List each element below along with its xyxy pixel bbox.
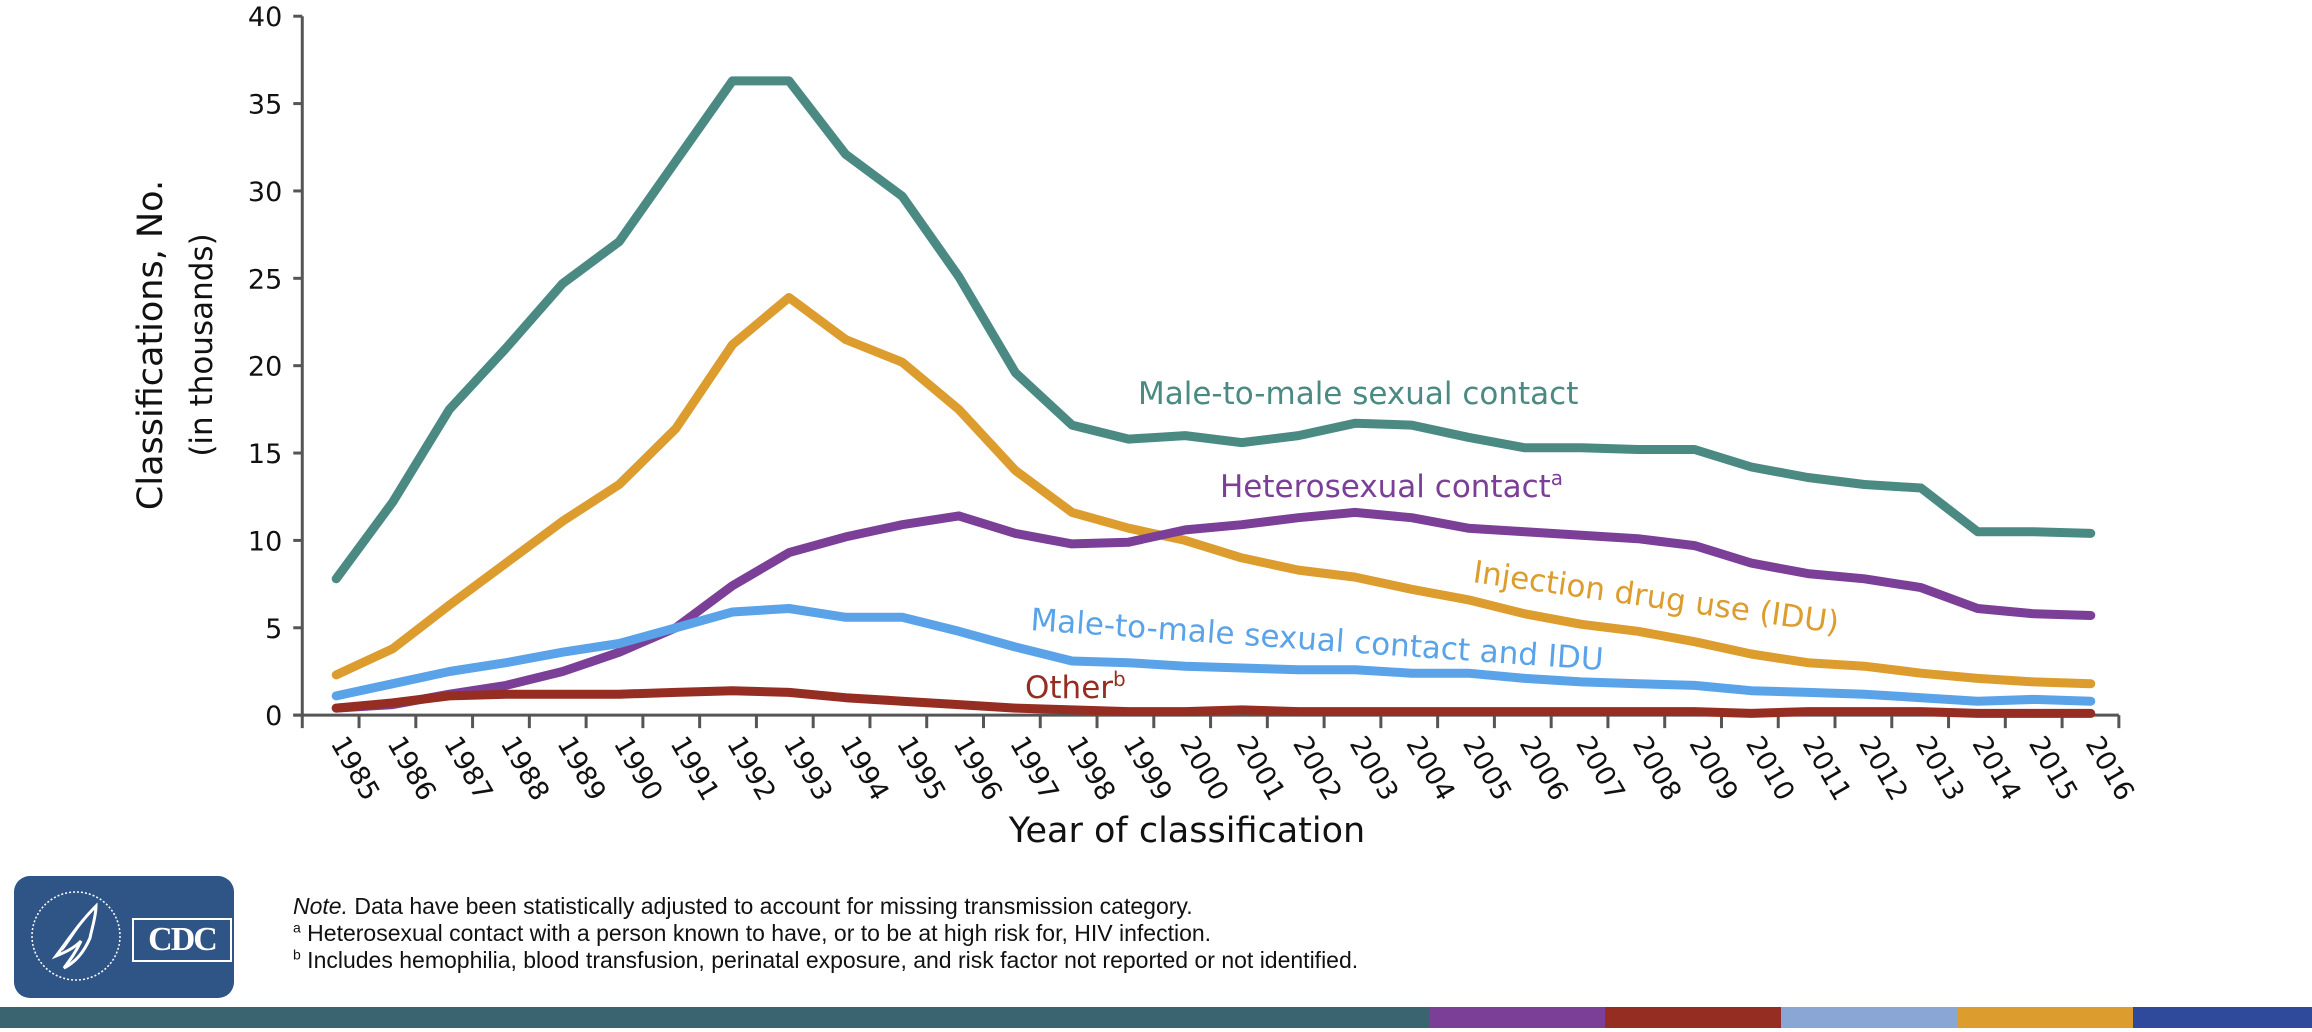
hhs-eagle-icon — [31, 891, 121, 981]
x-tick-label: 1990 — [607, 731, 668, 806]
x-tick-label: 2009 — [1683, 731, 1744, 806]
y-tick-label: 40 — [248, 2, 282, 33]
x-tick-label: 2005 — [1456, 731, 1517, 806]
footnote-b-text: Includes hemophilia, blood transfusion, … — [300, 947, 1359, 973]
x-tick-label: 1986 — [381, 731, 442, 806]
footer-bar-segment — [1781, 1007, 1957, 1028]
x-tick-label: 1996 — [947, 731, 1008, 806]
x-tick-label: 1999 — [1117, 731, 1178, 806]
x-tick-label: 2004 — [1400, 731, 1461, 806]
x-tick-label: 2000 — [1173, 731, 1234, 806]
x-tick-label: 2003 — [1343, 731, 1404, 806]
x-tick-label: 2014 — [1966, 731, 2027, 806]
x-tick-label: 2015 — [2022, 731, 2083, 806]
x-tick-label: 2007 — [1569, 731, 1630, 806]
chart-notes: Note. Data have been statistically adjus… — [293, 893, 1358, 974]
x-tick-label: 2008 — [1626, 731, 1687, 806]
series-label-text: Male-to-male sexual contact — [1138, 376, 1578, 412]
footnote-b: b Includes hemophilia, blood transfusion… — [293, 947, 1358, 974]
x-tick-label: 1991 — [664, 731, 725, 806]
note-line: Note. Data have been statistically adjus… — [293, 893, 1358, 920]
x-tick-label: 2001 — [1230, 731, 1291, 806]
series-label-superscript: a — [1551, 466, 1563, 490]
x-tick-label: 2002 — [1286, 731, 1347, 806]
series-line-0 — [331, 76, 2096, 584]
y-axis-title-line1: Classifications, No. — [131, 180, 171, 510]
series-label-superscript: b — [1113, 667, 1126, 691]
y-axis-title-line2: (in thousands) — [184, 233, 220, 456]
note-label: Note. — [293, 893, 348, 919]
series-lines — [331, 76, 2096, 718]
x-tick-label: 2012 — [1852, 731, 1913, 806]
series-label-2: Heterosexual contacta — [1220, 466, 1563, 505]
y-tick-label: 15 — [248, 439, 282, 470]
series-line-4 — [331, 686, 2096, 718]
cdc-hhs-logo: CDC — [14, 876, 234, 998]
note-text: Data have been statistically adjusted to… — [347, 893, 1193, 919]
x-axis-title: Year of classification — [1008, 811, 1365, 851]
x-tick-label: 1994 — [834, 731, 895, 806]
series-label-4: Otherb — [1025, 667, 1126, 706]
footer-bar-segment — [1957, 1007, 2133, 1028]
series-line-3 — [331, 604, 2096, 706]
footer-bar-segment — [2133, 1007, 2312, 1028]
y-tick-label: 5 — [265, 614, 282, 645]
y-tick-label: 20 — [248, 352, 282, 383]
x-tick-label: 1992 — [720, 731, 781, 806]
x-tick-label: 1998 — [1060, 731, 1121, 806]
x-tick-label: 2013 — [1909, 731, 1970, 806]
x-tick-label: 1993 — [777, 731, 838, 806]
y-tick-label: 10 — [248, 526, 282, 557]
series-line-1 — [331, 293, 2096, 689]
series-line-2 — [331, 507, 2096, 713]
x-tick-label: 1997 — [1003, 731, 1064, 806]
x-tick-label: 2006 — [1513, 731, 1574, 806]
footer-color-bar — [0, 1007, 2312, 1028]
series-label-text: Other — [1025, 670, 1113, 706]
x-axis: 1985198619871988198919901991199219931994… — [293, 713, 2140, 806]
cdc-wordmark: CDC — [132, 918, 232, 962]
x-tick-label: 1995 — [890, 731, 951, 806]
x-tick-label: 1985 — [324, 731, 385, 806]
series-label-text: Heterosexual contact — [1220, 469, 1551, 505]
footer-bar-segment — [0, 1007, 1429, 1028]
footnote-b-mark: b — [293, 946, 301, 963]
x-tick-label: 1987 — [437, 731, 498, 806]
footer-bar-segment — [1429, 1007, 1605, 1028]
x-tick-label: 2010 — [1739, 731, 1800, 806]
x-tick-label: 1988 — [494, 731, 555, 806]
y-tick-label: 35 — [248, 90, 282, 121]
y-tick-label: 25 — [248, 264, 282, 295]
y-tick-label: 30 — [248, 177, 282, 208]
y-axis: 0 5 10 15 20 25 30 35 40 — [248, 2, 304, 732]
x-tick-label: 2016 — [2079, 731, 2140, 806]
footnote-a-mark: a — [293, 919, 301, 936]
footer-bar-segment — [1605, 1007, 1781, 1028]
footnote-a: a Heterosexual contact with a person kno… — [293, 920, 1358, 947]
y-tick-label: 0 — [265, 701, 282, 732]
x-tick-label: 2011 — [1796, 731, 1857, 806]
footnote-a-text: Heterosexual contact with a person known… — [300, 920, 1212, 946]
x-tick-label: 1989 — [551, 731, 612, 806]
series-label-0: Male-to-male sexual contact — [1138, 376, 1578, 412]
